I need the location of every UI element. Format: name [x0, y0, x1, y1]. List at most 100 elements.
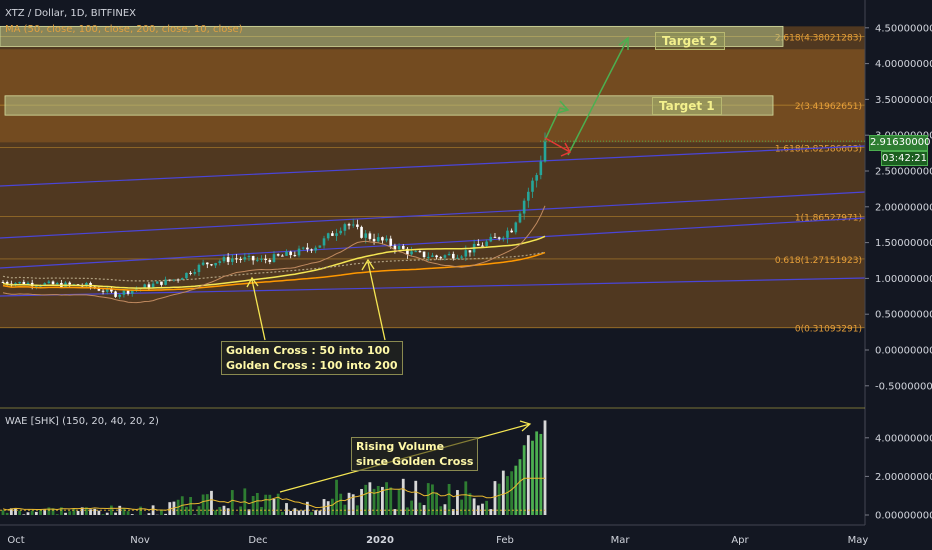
candle-body	[476, 243, 480, 246]
volume-bar	[264, 494, 268, 515]
volume-bar	[335, 479, 338, 515]
volume-bar	[210, 490, 213, 515]
candle-body	[502, 237, 505, 239]
volume-bar	[14, 507, 17, 515]
fib-level-label: 2.618(4.38021283)	[775, 33, 862, 43]
last-price-tag: 2.91630000	[869, 135, 930, 151]
candle-body	[201, 262, 205, 265]
volume-bar	[410, 500, 413, 515]
volume-bar	[130, 514, 134, 515]
volume-bar	[526, 435, 530, 515]
candle-body	[226, 257, 230, 262]
candle-body	[397, 245, 401, 250]
time-tick-label: Oct	[7, 535, 24, 546]
volume-bar	[443, 504, 447, 515]
candles	[1, 132, 547, 299]
candle-body	[497, 237, 501, 239]
arrow-head-up-2	[618, 36, 629, 50]
candle-body	[18, 281, 21, 284]
candle-body	[360, 226, 363, 238]
volume-bar	[272, 498, 276, 515]
candle-body	[368, 233, 372, 239]
golden-cross-pointer-1	[251, 279, 266, 341]
candle-body	[435, 255, 438, 258]
rising-volume-text-1: Rising Volume	[356, 440, 445, 453]
volume-bar	[185, 506, 188, 515]
volume-bar	[147, 513, 151, 515]
candle-body	[97, 288, 101, 291]
candle-body	[281, 255, 284, 257]
volume-bar	[318, 510, 322, 515]
candle-body	[118, 294, 122, 297]
volume-bar	[22, 514, 26, 515]
volume-bar	[364, 484, 368, 515]
volume-bar	[381, 486, 384, 515]
ma-10-line	[2, 205, 546, 304]
volume-bar	[276, 493, 280, 515]
candle-body	[464, 250, 468, 257]
candle-body	[155, 281, 159, 284]
volume-bar	[105, 512, 109, 515]
volume-bar	[472, 498, 476, 515]
candle-body	[180, 278, 184, 280]
candle-body	[535, 175, 538, 181]
volume-bar	[76, 511, 80, 515]
volume-bar	[39, 510, 42, 515]
volume-bar	[456, 490, 459, 515]
volume-bar	[222, 505, 226, 515]
volume-bar	[460, 499, 464, 515]
volume-tick-label: 4.00000000	[875, 433, 932, 444]
candle-body	[356, 224, 359, 227]
price-tick-label: -0.50000000	[875, 381, 932, 392]
target-zone-2	[0, 25, 784, 47]
candle-body	[231, 258, 234, 262]
fib-zone	[0, 26, 865, 328]
candle-body	[376, 237, 380, 242]
candle-body	[510, 230, 513, 233]
candle-body	[168, 279, 172, 281]
candle-body	[47, 281, 51, 284]
volume-bar	[426, 483, 430, 515]
candle-body	[518, 213, 522, 223]
volume-bar	[1, 510, 5, 515]
volume-bar	[310, 512, 313, 515]
volume-bar	[226, 508, 230, 515]
volume-bar	[393, 509, 397, 515]
volume-bar	[80, 507, 84, 515]
time-tick-label: Apr	[731, 535, 749, 546]
volume-bar	[139, 506, 142, 515]
candle-body	[343, 224, 347, 231]
volume-bar	[372, 488, 376, 515]
candle-body	[147, 284, 151, 288]
volume-bar	[389, 487, 393, 515]
price-tick-label: 2.50000000	[875, 167, 932, 178]
candle-body	[160, 281, 163, 285]
candle-body	[205, 262, 209, 265]
candle-body	[456, 257, 459, 259]
volume-bar	[330, 498, 334, 515]
volume-bar	[510, 471, 514, 515]
candle-body	[406, 248, 409, 255]
candle-body	[493, 236, 497, 238]
volume-bar	[497, 483, 501, 515]
symbol-title: XTZ / Dollar, 1D, BITFINEX	[5, 8, 137, 19]
volume-bar	[435, 492, 438, 515]
candle-body	[422, 251, 426, 258]
volume-bar	[72, 508, 76, 515]
fib-level-label: 1.618(2.82586603)	[775, 145, 862, 155]
volume-bar	[93, 508, 97, 515]
volume-bar	[376, 485, 380, 515]
candle-body	[489, 236, 493, 242]
volume-bar	[314, 510, 318, 515]
volume-bar	[447, 483, 451, 515]
volume-bar	[114, 512, 117, 515]
rising-volume-annotation: Rising Volume since Golden Cross	[351, 437, 479, 471]
target-1-label: Target 1	[652, 97, 722, 115]
candle-body	[322, 238, 326, 246]
arrow-head-gc-2	[361, 258, 375, 271]
volume-bar	[122, 508, 126, 515]
candle-body	[264, 258, 267, 261]
ma-50-line	[2, 235, 546, 289]
volume-bar	[385, 482, 388, 515]
